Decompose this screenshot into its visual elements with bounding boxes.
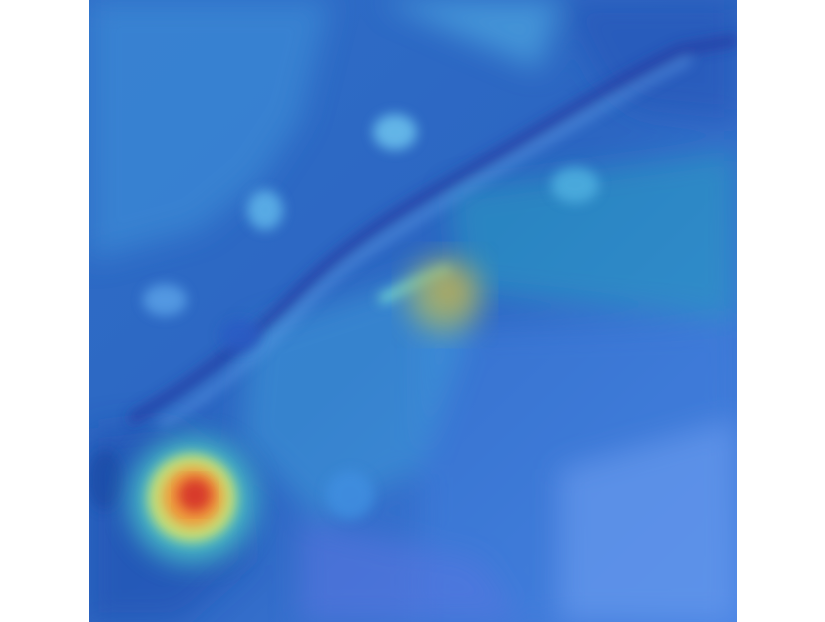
heatmap-area (89, 0, 737, 622)
hotspot (130, 438, 254, 562)
